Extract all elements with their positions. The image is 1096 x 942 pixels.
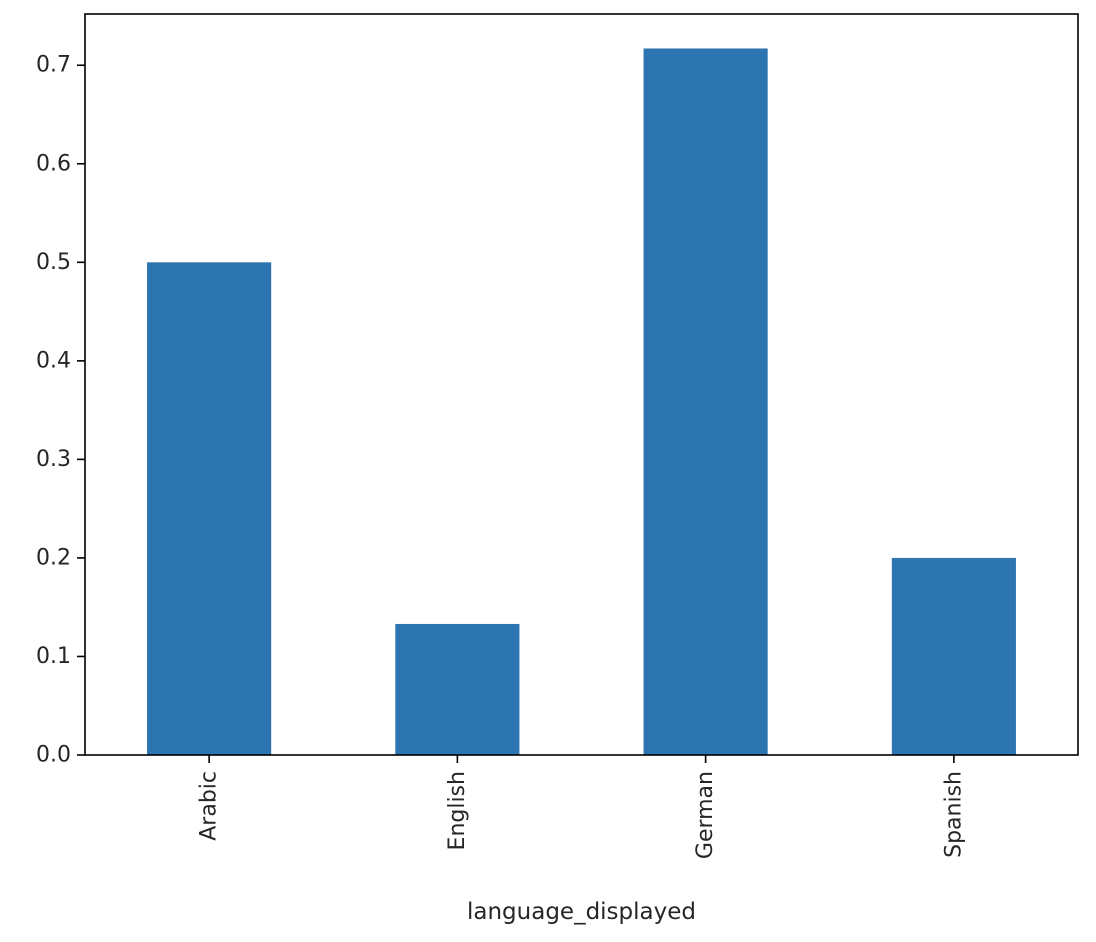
y-axis: 0.0 0.1 0.2 0.3 0.4 0.5 0.6 0.7 (36, 53, 85, 768)
bar-english (395, 623, 520, 755)
bar-arabic (147, 262, 272, 755)
x-axis-label: language_displayed (467, 899, 696, 925)
y-tick-label: 0.5 (36, 250, 71, 275)
x-tick-label-german: German (693, 771, 718, 859)
bar-german (643, 48, 768, 755)
x-tick-label-arabic: Arabic (197, 771, 222, 841)
x-tick-label-english: English (445, 771, 470, 850)
y-tick-label: 0.2 (36, 545, 71, 570)
x-axis: Arabic English German Spanish (197, 755, 966, 859)
y-tick-label: 0.3 (36, 447, 71, 472)
bars-group (147, 48, 1016, 755)
y-tick-label: 0.7 (36, 53, 71, 78)
y-tick-label: 0.4 (36, 348, 71, 373)
x-tick-label-spanish: Spanish (941, 771, 966, 858)
plot-frame (84, 13, 1079, 756)
y-tick-label: 0.6 (36, 151, 71, 176)
bar-spanish (891, 557, 1016, 755)
y-tick-label: 0.0 (36, 743, 71, 768)
y-tick-label: 0.1 (36, 644, 71, 669)
